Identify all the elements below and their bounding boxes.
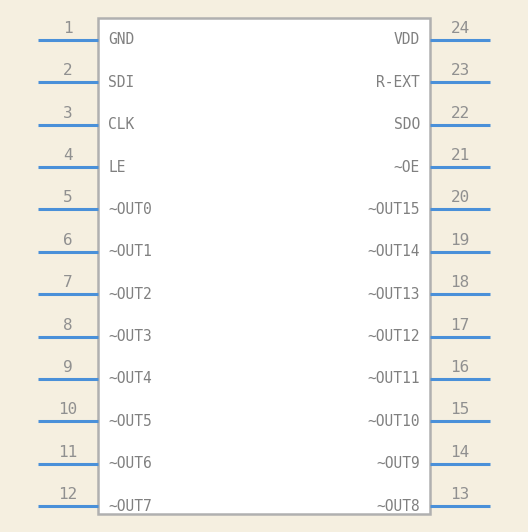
Text: GND: GND xyxy=(108,32,134,47)
Text: ~OUT1: ~OUT1 xyxy=(108,244,152,259)
Text: LE: LE xyxy=(108,160,126,174)
Text: 8: 8 xyxy=(63,318,73,332)
Text: 12: 12 xyxy=(59,487,78,502)
Text: 2: 2 xyxy=(63,63,73,78)
Text: 18: 18 xyxy=(450,275,469,290)
Text: 9: 9 xyxy=(63,360,73,375)
Text: ~OE: ~OE xyxy=(394,160,420,174)
Text: ~OUT7: ~OUT7 xyxy=(108,498,152,513)
Text: 23: 23 xyxy=(450,63,469,78)
Text: 19: 19 xyxy=(450,233,469,248)
Text: ~OUT4: ~OUT4 xyxy=(108,371,152,386)
Text: ~OUT13: ~OUT13 xyxy=(367,287,420,302)
Text: 5: 5 xyxy=(63,190,73,205)
Text: SDO: SDO xyxy=(394,117,420,132)
Text: 14: 14 xyxy=(450,445,469,460)
Text: 4: 4 xyxy=(63,148,73,163)
Text: SDI: SDI xyxy=(108,75,134,90)
Text: 6: 6 xyxy=(63,233,73,248)
Text: 1: 1 xyxy=(63,21,73,36)
Text: ~OUT6: ~OUT6 xyxy=(108,456,152,471)
Text: 17: 17 xyxy=(450,318,469,332)
Text: ~OUT12: ~OUT12 xyxy=(367,329,420,344)
Text: 20: 20 xyxy=(450,190,469,205)
Text: 3: 3 xyxy=(63,106,73,121)
Text: ~OUT14: ~OUT14 xyxy=(367,244,420,259)
Text: ~OUT3: ~OUT3 xyxy=(108,329,152,344)
Text: ~OUT0: ~OUT0 xyxy=(108,202,152,217)
Text: 13: 13 xyxy=(450,487,469,502)
Text: 22: 22 xyxy=(450,106,469,121)
Text: ~OUT11: ~OUT11 xyxy=(367,371,420,386)
Text: VDD: VDD xyxy=(394,32,420,47)
Text: 24: 24 xyxy=(450,21,469,36)
Text: ~OUT15: ~OUT15 xyxy=(367,202,420,217)
Text: 11: 11 xyxy=(59,445,78,460)
Text: 16: 16 xyxy=(450,360,469,375)
Text: 15: 15 xyxy=(450,402,469,417)
Text: 10: 10 xyxy=(59,402,78,417)
Text: ~OUT8: ~OUT8 xyxy=(376,498,420,513)
Text: 7: 7 xyxy=(63,275,73,290)
Text: ~OUT9: ~OUT9 xyxy=(376,456,420,471)
Text: ~OUT10: ~OUT10 xyxy=(367,414,420,429)
Text: ~OUT2: ~OUT2 xyxy=(108,287,152,302)
Text: R-EXT: R-EXT xyxy=(376,75,420,90)
Text: ~OUT5: ~OUT5 xyxy=(108,414,152,429)
Text: CLK: CLK xyxy=(108,117,134,132)
FancyBboxPatch shape xyxy=(98,18,430,514)
Text: 21: 21 xyxy=(450,148,469,163)
